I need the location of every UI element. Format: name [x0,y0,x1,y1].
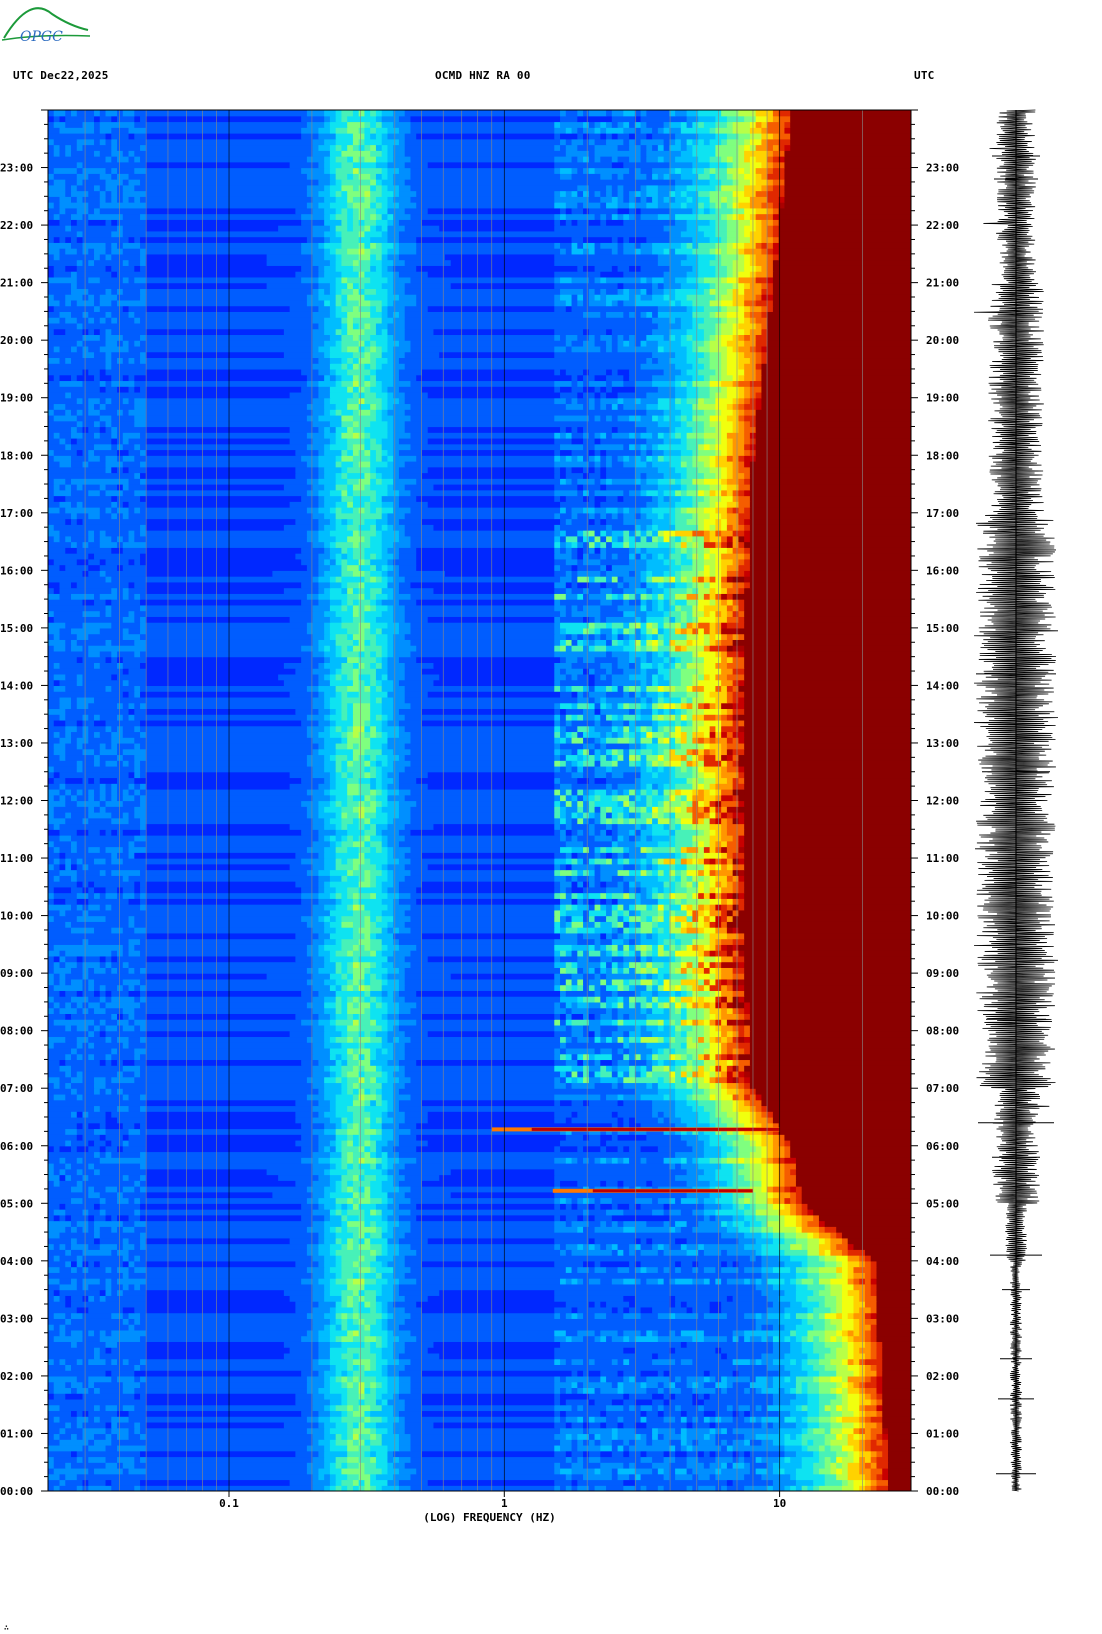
time-tick-label-left: 11:00 [0,852,33,865]
time-tick-label-left: 21:00 [0,277,33,290]
time-tick-label-left: 16:00 [0,564,33,577]
time-tick-label-right: 02:00 [926,1370,959,1383]
time-tick-label-right: 16:00 [926,564,959,577]
time-tick-label-right: 17:00 [926,507,959,520]
header-station-label: OCMD HNZ RA 00 [435,69,531,82]
time-tick-label-right: 01:00 [926,1428,959,1441]
time-tick-label-right: 05:00 [926,1197,959,1210]
time-tick-label-right: 18:00 [926,449,959,462]
time-tick-label-right: 15:00 [926,622,959,635]
header-date-label: UTC Dec22,2025 [13,69,109,82]
time-tick-label-left: 08:00 [0,1025,33,1038]
header-right-utc-label: UTC [914,69,935,82]
seismogram-waveform [973,109,1059,1492]
time-tick-label-right: 09:00 [926,967,959,980]
time-tick-label-right: 07:00 [926,1082,959,1095]
opgc-logo: OPGC [1,7,91,45]
time-tick-label-right: 20:00 [926,334,959,347]
frequency-axis: 0.1 1 10 (LOG) FREQUENCY (HZ) [219,1491,786,1524]
time-tick-label-left: 10:00 [0,910,33,923]
freq-tick-label: 10 [773,1497,786,1510]
time-tick-label-right: 11:00 [926,852,959,865]
time-tick-label-left: 20:00 [0,334,33,347]
time-tick-label-right: 19:00 [926,392,959,405]
time-tick-label-left: 02:00 [0,1370,33,1383]
freq-tick-label: 0.1 [219,1497,239,1510]
event-streak-core [531,1127,780,1131]
time-tick-label-left: 19:00 [0,392,33,405]
time-tick-label-left: 15:00 [0,622,33,635]
time-tick-label-left: 09:00 [0,967,33,980]
spectrogram-heatmap [48,110,911,1491]
corner-mark: ∴ [4,1623,9,1632]
time-tick-label-right: 08:00 [926,1025,959,1038]
time-tick-label-left: 05:00 [0,1197,33,1210]
time-tick-label-left: 03:00 [0,1312,33,1325]
time-tick-label-right: 06:00 [926,1140,959,1153]
time-tick-label-right: 23:00 [926,162,959,175]
time-tick-label-right: 22:00 [926,219,959,232]
time-tick-label-right: 21:00 [926,277,959,290]
time-tick-label-left: 22:00 [0,219,33,232]
time-tick-label-left: 07:00 [0,1082,33,1095]
time-tick-label-left: 17:00 [0,507,33,520]
time-tick-label-right: 14:00 [926,679,959,692]
time-tick-label-left: 12:00 [0,795,33,808]
time-tick-label-right: 03:00 [926,1312,959,1325]
frequency-gridlines [84,110,911,1491]
time-tick-label-right: 12:00 [926,795,959,808]
time-tick-label-left: 00:00 [0,1485,33,1498]
time-axis: 00:00 00:00 01:00 01:00 02:00 02:00 03:00 03:00… [0,109,959,1498]
time-tick-label-right: 04:00 [926,1255,959,1268]
x-axis-label: (LOG) FREQUENCY (HZ) [423,1511,555,1524]
time-tick-label-right: 10:00 [926,910,959,923]
time-tick-label-left: 18:00 [0,449,33,462]
time-tick-label-left: 04:00 [0,1255,33,1268]
time-tick-label-left: 14:00 [0,679,33,692]
time-tick-label-left: 13:00 [0,737,33,750]
freq-tick-label: 1 [501,1497,508,1510]
time-tick-label-left: 23:00 [0,162,33,175]
time-tick-label-left: 06:00 [0,1140,33,1153]
logo-text: OPGC [20,29,63,45]
seismogram-trace [973,109,1059,1492]
time-tick-label-left: 01:00 [0,1428,33,1441]
event-streak-core [592,1189,753,1193]
time-tick-label-right: 13:00 [926,737,959,750]
time-tick-label-right: 00:00 [926,1485,959,1498]
